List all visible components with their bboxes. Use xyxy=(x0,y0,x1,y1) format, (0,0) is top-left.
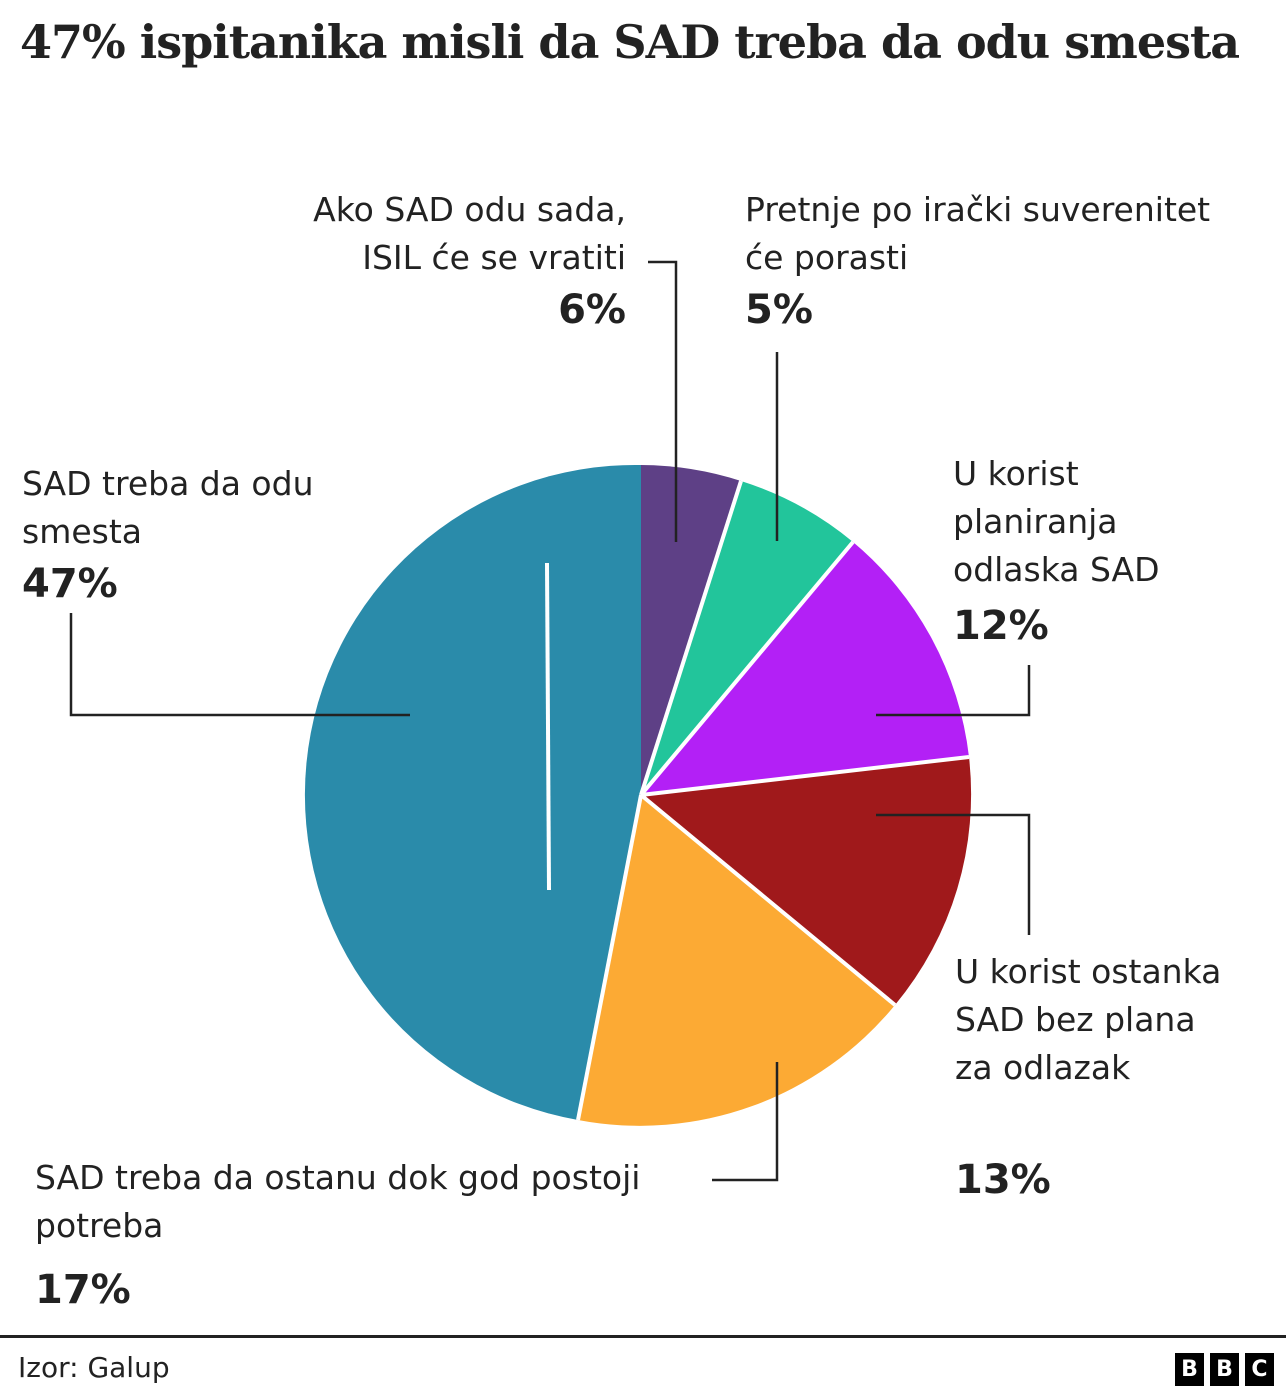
label-leave-line2: smesta xyxy=(22,512,142,551)
logo-letter-c: C xyxy=(1245,1353,1274,1386)
label-plan: U korist planiranja odlaska SAD 12% xyxy=(953,450,1283,654)
label-need-line2: potreba xyxy=(35,1206,164,1245)
label-noplan-pct: 13% xyxy=(955,1157,1051,1203)
slice-separators xyxy=(576,480,970,1121)
label-plan-pct: 12% xyxy=(953,603,1049,649)
label-isil: Ako SAD odu sada, ISIL će se vratiti 6% xyxy=(230,186,626,338)
label-leave-pct: 47% xyxy=(22,561,118,607)
inner-marker-line xyxy=(545,562,551,891)
label-noplan: U korist ostanka SAD bez plana za odlaza… xyxy=(955,948,1285,1208)
label-sovereignty-line1: Pretnje po irački suverenitet xyxy=(745,190,1211,229)
label-plan-line2: planiranja xyxy=(953,502,1118,541)
label-plan-line1: U korist xyxy=(953,454,1079,493)
label-noplan-line1: U korist ostanka xyxy=(955,952,1222,991)
bbc-logo: B B C xyxy=(1175,1353,1274,1386)
label-sovereignty-pct: 5% xyxy=(745,287,813,333)
label-need: SAD treba da ostanu dok god postoji potr… xyxy=(35,1154,735,1318)
label-need-line1: SAD treba da ostanu dok god postoji xyxy=(35,1158,641,1197)
label-isil-pct: 6% xyxy=(558,287,626,333)
label-sovereignty: Pretnje po irački suverenitet će porasti… xyxy=(745,186,1285,338)
footer-divider xyxy=(0,1335,1286,1338)
slice-noplan xyxy=(641,757,972,1005)
logo-letter-b1: B xyxy=(1175,1353,1204,1386)
leader-lines xyxy=(69,260,1031,1182)
label-sovereignty-line2: će porasti xyxy=(745,238,909,277)
label-need-pct: 17% xyxy=(35,1267,131,1313)
source-note: Izor: Galup xyxy=(18,1351,170,1384)
label-plan-line3: odlaska SAD xyxy=(953,550,1160,589)
chart-title: 47% ispitanika misli da SAD treba da odu… xyxy=(20,15,1240,69)
logo-letter-b2: B xyxy=(1210,1353,1239,1386)
slice-plan xyxy=(641,542,969,795)
slice-sovereignty xyxy=(641,481,853,795)
label-isil-line1: Ako SAD odu sada, xyxy=(313,190,626,229)
label-noplan-line2: SAD bez plana xyxy=(955,1000,1196,1039)
slice-need xyxy=(578,795,895,1126)
label-leave: SAD treba da odu smesta 47% xyxy=(22,460,382,612)
label-noplan-line3: za odlazak xyxy=(955,1048,1131,1087)
slice-leave xyxy=(304,464,641,1121)
label-leave-line1: SAD treba da odu xyxy=(22,464,314,503)
label-isil-line2: ISIL će se vratiti xyxy=(362,238,626,277)
